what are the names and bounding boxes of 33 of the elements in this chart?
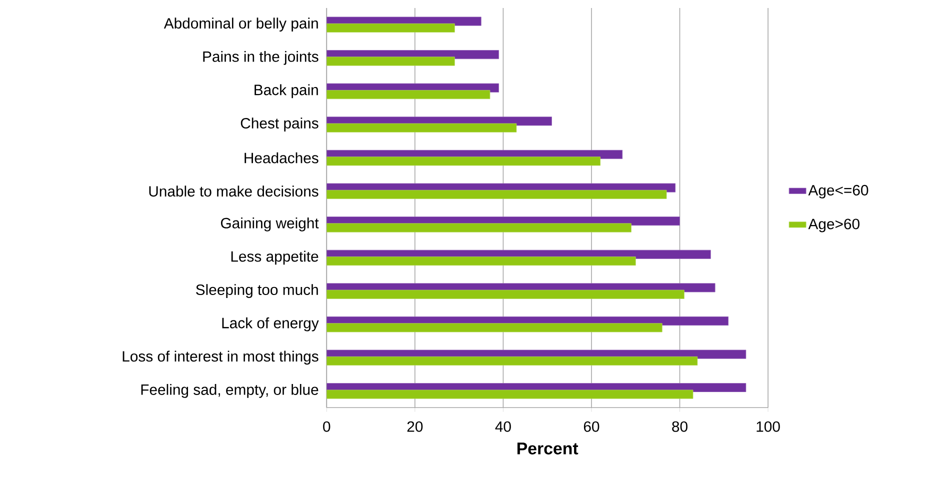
- x-tick-label: 100: [756, 421, 780, 432]
- bar: [326, 290, 684, 299]
- bar: [326, 323, 662, 332]
- y-tick-label: Headaches: [244, 152, 318, 164]
- y-tick-label: Feeling sad, empty, or blue: [141, 384, 318, 398]
- y-tick-label: Abdominal or belly pain: [164, 18, 318, 32]
- y-tick-label: Pains in the joints: [203, 50, 318, 65]
- x-tick-label: 40: [495, 421, 511, 432]
- x-tick-label: 80: [672, 421, 688, 432]
- bar: [326, 23, 455, 32]
- bar: [326, 156, 601, 166]
- x-axis-title: Percent: [517, 442, 578, 454]
- y-tick-label: Sleeping too much: [196, 284, 318, 298]
- y-tick-label: Lack of energy: [222, 317, 319, 332]
- legend-label: Age>60: [808, 218, 860, 232]
- y-tick-label: Gaining weight: [220, 217, 319, 232]
- x-tick-label: 20: [407, 421, 423, 432]
- bar: [326, 223, 632, 232]
- bar: [326, 256, 636, 266]
- bar: [326, 56, 455, 66]
- y-tick-label: Loss of interest in most things: [122, 350, 318, 365]
- bar: [326, 190, 667, 199]
- y-tick-label: Back pain: [254, 84, 318, 98]
- x-tick-label: 60: [584, 421, 600, 432]
- x-tick-label: 0: [323, 421, 330, 432]
- y-tick-label: Chest pains: [240, 118, 318, 132]
- bar: [326, 356, 698, 366]
- bar: [326, 123, 517, 132]
- legend-label: Age<=60: [808, 184, 868, 198]
- bar: [326, 390, 694, 399]
- y-tick-label: Less appetite: [231, 250, 318, 265]
- bar: [326, 90, 490, 100]
- y-tick-label: Unable to make decisions: [149, 186, 318, 197]
